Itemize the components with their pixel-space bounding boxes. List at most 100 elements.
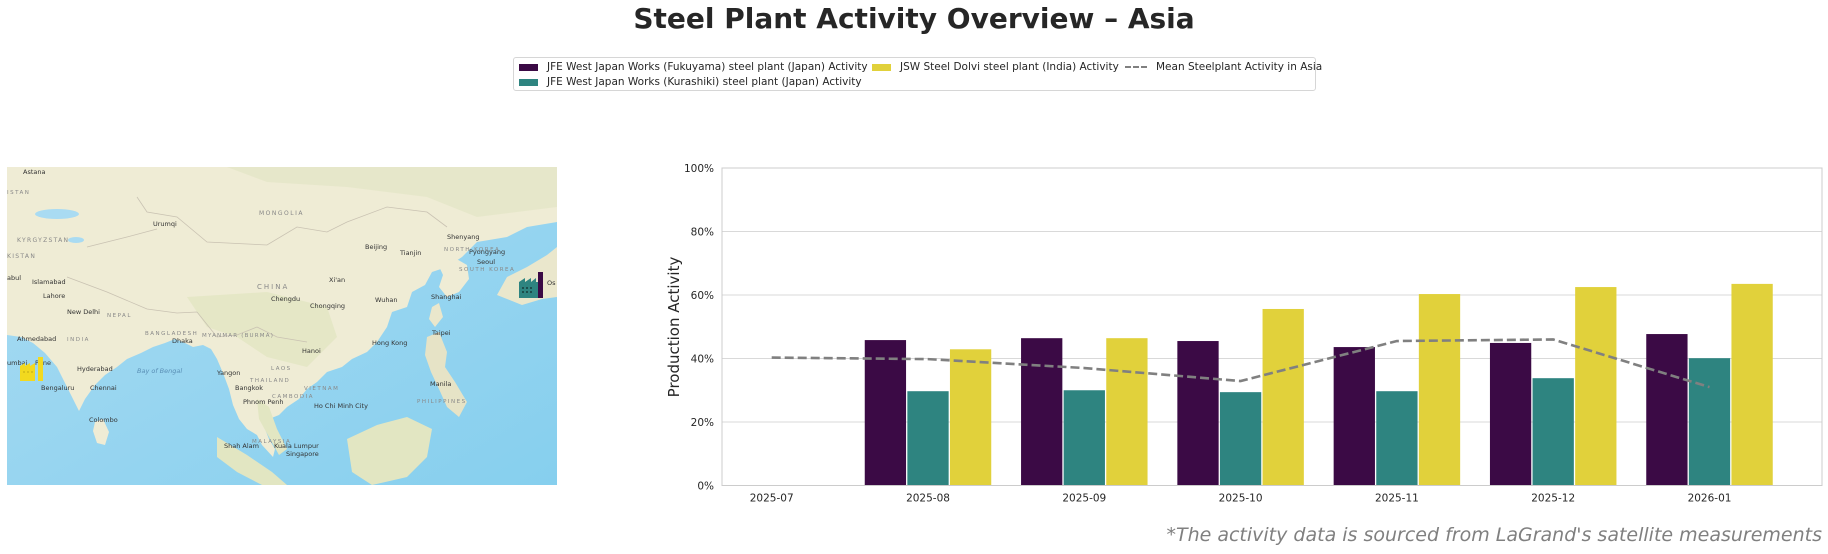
factory-icon[interactable] — [20, 357, 46, 381]
map-land-tint-north — [227, 167, 557, 217]
map-land-philippines — [425, 332, 467, 417]
map-label: Shah Alam — [224, 442, 259, 450]
map-label: Shenyang — [447, 233, 479, 241]
legend-swatch-dolvi — [872, 63, 891, 71]
map-borders — [66, 196, 448, 343]
y-tick-label: 100% — [684, 163, 714, 175]
page-title: Steel Plant Activity Overview – Asia — [633, 2, 1195, 35]
y-tick-label: 20% — [691, 417, 714, 429]
bar-2025-10-series-1 — [1219, 392, 1262, 486]
map-label: Lahore — [43, 292, 65, 300]
legend-swatch-fukuyama — [519, 63, 538, 71]
legend-item-mean: Mean Steelplant Activity in Asia — [1125, 61, 1322, 73]
map-land-borneo — [347, 417, 432, 485]
plot-frame — [721, 167, 1823, 486]
bar-2025-08-series-2 — [949, 349, 992, 486]
map-label: PHILIPPINES — [417, 399, 467, 405]
map-label: CAMBODIA — [272, 394, 314, 400]
map-land-sri-lanka — [93, 419, 109, 445]
asia-map[interactable]: Astana ISTAN Urumqi MONGOLIA KYRGYZSTAN … — [7, 167, 557, 485]
line-layer — [771, 338, 1710, 389]
legend-label: JFE West Japan Works (Kurashiki) steel p… — [547, 76, 862, 88]
factory-icon[interactable] — [519, 272, 547, 298]
map-label: Phnom Penh — [243, 398, 283, 406]
x-tick-label: 2025-12 — [1531, 493, 1575, 505]
bar-2025-08-series-1 — [907, 391, 949, 486]
map-label: Bay of Bengal — [137, 367, 182, 375]
map-label: INDIA — [67, 337, 90, 343]
bar-2025-09-series-2 — [1106, 338, 1148, 486]
map-label: Taipei — [431, 329, 451, 337]
bar-2025-11-series-0 — [1333, 347, 1375, 486]
map-label: Pune — [35, 359, 51, 367]
map-label: Wuhan — [375, 296, 398, 304]
bar-2026-01-series-2 — [1731, 283, 1773, 486]
map-label: Astana — [23, 168, 45, 176]
map-label: THAILAND — [249, 378, 290, 384]
map-label: LAOS — [271, 366, 292, 372]
map-label: Pyongyang — [469, 248, 505, 256]
bar-2025-12-series-2 — [1575, 287, 1617, 486]
map-label: CHINA — [257, 283, 289, 291]
y-tick-labels: 0% 20% 40% 60% 80% 100% — [684, 163, 714, 493]
y-axis-label: Production Activity — [665, 257, 683, 398]
y-tick-label: 0% — [697, 481, 714, 493]
map-label: Urumqi — [153, 220, 177, 228]
x-tick-label: 2026-01 — [1688, 493, 1732, 505]
map-label: Manila — [430, 380, 451, 388]
bar-2025-11-series-2 — [1418, 294, 1461, 486]
map-label: MYANMAR (BURMA) — [202, 333, 274, 339]
mean-activity-line — [771, 338, 1710, 389]
map-label: Hanoi — [302, 347, 321, 355]
map-label: BANGLADESH — [145, 331, 198, 337]
map-land-taiwan — [429, 303, 443, 327]
map-lake-issyk-kul — [68, 237, 84, 243]
map-label: Kuala Lumpur — [274, 442, 319, 450]
map-label: umbai — [7, 359, 28, 367]
map-label: abul — [7, 274, 21, 282]
map-label: Chongqing — [310, 302, 345, 310]
bar-2025-12-series-1 — [1532, 378, 1574, 486]
legend-dash-mean — [1125, 66, 1147, 68]
map-label: Beijing — [365, 243, 387, 251]
legend-item-fukuyama: JFE West Japan Works (Fukuyama) steel pl… — [519, 61, 868, 73]
bar-2025-10-series-0 — [1177, 341, 1219, 486]
x-tick-label: 2025-07 — [750, 493, 794, 505]
x-tick-label: 2025-08 — [906, 493, 950, 505]
map-label: Islamabad — [32, 278, 66, 286]
map-label: Tianjin — [399, 249, 421, 257]
map-label: Dhaka — [172, 337, 193, 345]
bar-2025-09-series-0 — [1021, 338, 1063, 486]
y-tick-label: 60% — [691, 290, 714, 302]
map-land-malay — [257, 399, 287, 455]
legend-label: JFE West Japan Works (Fukuyama) steel pl… — [547, 61, 868, 73]
legend-item-dolvi: JSW Steel Dolvi steel plant (India) Acti… — [872, 61, 1119, 73]
map-label: Shanghai — [431, 293, 462, 301]
legend-swatch-kurashiki — [519, 78, 538, 86]
map-label: Singapore — [286, 450, 319, 458]
bar-2025-08-series-0 — [864, 340, 907, 486]
map-label: Os — [547, 279, 556, 287]
bar-2025-09-series-1 — [1063, 390, 1105, 486]
x-tick-label: 2025-11 — [1375, 493, 1419, 505]
map-label: Yangon — [216, 369, 240, 377]
x-tick-label: 2025-09 — [1062, 493, 1106, 505]
x-tick-label: 2025-10 — [1219, 493, 1263, 505]
map-label: Xi'an — [329, 276, 345, 284]
map-label: Chennai — [90, 384, 117, 392]
map-land-korea — [437, 257, 469, 297]
map-label: NEPAL — [107, 313, 132, 319]
map-label: Hyderabad — [77, 365, 113, 373]
map-label: NORTH KOREA — [444, 247, 500, 253]
legend-label: Mean Steelplant Activity in Asia — [1156, 61, 1323, 73]
bar-layer — [864, 283, 1773, 486]
map-label: VIETNAM — [304, 386, 339, 392]
map-label: Ahmedabad — [17, 335, 56, 343]
x-tick-labels: 2025-07 2025-08 2025-09 2025-10 2025-11 2025-… — [750, 493, 1732, 505]
map-label: Chengdu — [271, 295, 300, 303]
map-label: SOUTH KOREA — [459, 267, 515, 273]
map-label: Ho Chi Minh City — [314, 402, 368, 410]
map-label: MALAYSIA — [252, 439, 291, 445]
map-land-sumatra — [217, 437, 287, 485]
